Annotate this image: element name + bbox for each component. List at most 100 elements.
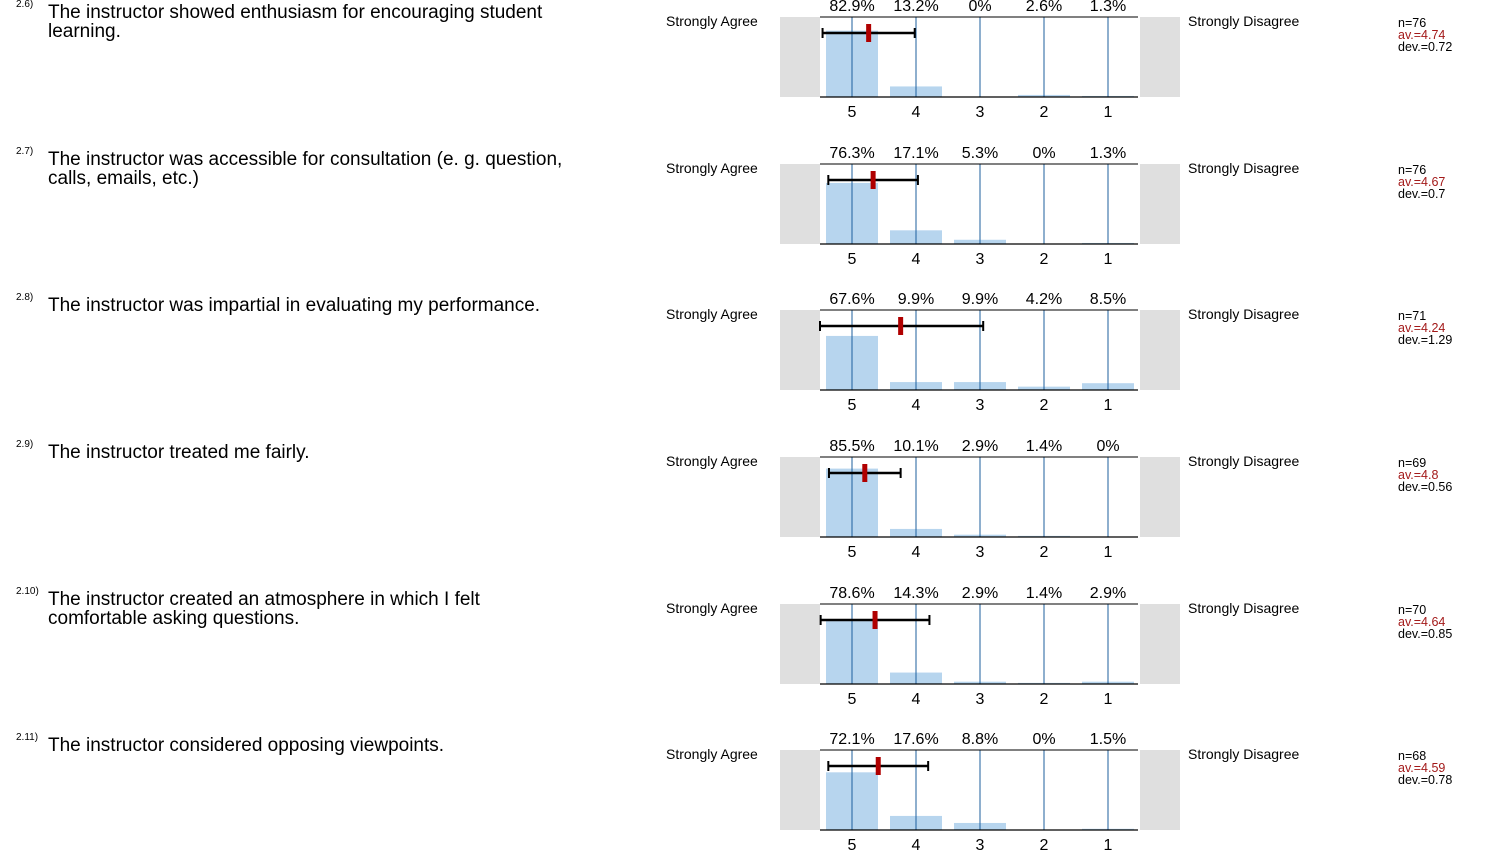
percent-label: 85.5% xyxy=(829,438,874,455)
percent-label: 2.9% xyxy=(962,585,998,602)
question-number: 2.9) xyxy=(16,439,34,450)
stat-deviation: dev.=0.85 xyxy=(1398,627,1453,641)
question-text: The instructor considered opposing viewp… xyxy=(48,735,445,756)
left-side-panel xyxy=(780,17,820,97)
stat-n: n=69 xyxy=(1398,456,1427,470)
stat-n: n=71 xyxy=(1398,309,1427,323)
tick-label-1: 1 xyxy=(1104,691,1113,708)
scale-right-label: Strongly Disagree xyxy=(1188,746,1300,762)
question-number: 2.7) xyxy=(16,146,34,157)
stat-average: av.=4.24 xyxy=(1398,321,1446,335)
distribution-chart: 78.6% 14.3% 2.9% 1.4% 2.9% 5 4 3 2 1 xyxy=(780,585,1180,708)
question-text: The instructor was impartial in evaluati… xyxy=(48,295,541,316)
scale-left-label: Strongly Agree xyxy=(666,13,758,29)
percent-label: 8.8% xyxy=(962,731,998,748)
stat-n: n=70 xyxy=(1398,603,1427,617)
scale-left-label: Strongly Agree xyxy=(666,600,758,616)
tick-label-4: 4 xyxy=(912,104,921,121)
stat-average: av.=4.59 xyxy=(1398,761,1446,775)
question-row: 2.6) The instructor showed enthusiasm for… xyxy=(0,0,1489,129)
scale-left-label: Strongly Agree xyxy=(666,160,758,176)
question-row: 2.10) The instructor created an atmospher… xyxy=(0,570,1489,716)
percent-label: 0% xyxy=(1032,145,1055,162)
stats-block: n=71 av.=4.24 dev.=1.29 xyxy=(1398,309,1453,347)
tick-label-4: 4 xyxy=(912,544,921,561)
stats-block: n=69 av.=4.8 dev.=0.56 xyxy=(1398,456,1452,494)
stat-n: n=76 xyxy=(1398,163,1427,177)
tick-label-5: 5 xyxy=(848,397,857,414)
stats-block: n=70 av.=4.64 dev.=0.85 xyxy=(1398,603,1453,641)
percent-label: 5.3% xyxy=(962,145,998,162)
right-side-panel xyxy=(1140,750,1180,830)
percent-label: 10.1% xyxy=(893,438,938,455)
percent-label: 0% xyxy=(968,0,991,15)
question-text: The instructor created an atmosphere in … xyxy=(48,589,480,629)
scale-left-label: Strongly Agree xyxy=(666,453,758,469)
tick-label-1: 1 xyxy=(1104,544,1113,561)
percent-label: 8.5% xyxy=(1090,291,1126,308)
tick-label-2: 2 xyxy=(1040,691,1049,708)
right-side-panel xyxy=(1140,310,1180,390)
tick-label-2: 2 xyxy=(1040,251,1049,268)
mean-marker xyxy=(870,171,876,189)
percent-label: 72.1% xyxy=(829,731,874,748)
right-side-panel xyxy=(1140,457,1180,537)
percent-label: 1.5% xyxy=(1090,731,1126,748)
scale-right-label: Strongly Disagree xyxy=(1188,600,1300,616)
scale-left-label: Strongly Agree xyxy=(666,306,758,322)
tick-label-5: 5 xyxy=(848,544,857,561)
mean-marker xyxy=(898,317,904,335)
tick-label-1: 1 xyxy=(1104,104,1113,121)
tick-label-5: 5 xyxy=(848,104,857,121)
mean-marker xyxy=(872,611,878,629)
tick-label-3: 3 xyxy=(976,544,985,561)
tick-label-5: 5 xyxy=(848,837,857,854)
percent-label: 4.2% xyxy=(1026,291,1062,308)
question-number: 2.8) xyxy=(16,292,34,303)
right-side-panel xyxy=(1140,17,1180,97)
question-row: 2.11) The instructor considered opposing … xyxy=(0,716,1489,862)
percent-label: 82.9% xyxy=(829,0,874,15)
question-row: 2.7) The instructor was accessible for co… xyxy=(0,130,1489,276)
percent-label: 76.3% xyxy=(829,145,874,162)
stats-block: n=76 av.=4.67 dev.=0.7 xyxy=(1398,163,1446,201)
scale-right-label: Strongly Disagree xyxy=(1188,453,1300,469)
percent-label: 67.6% xyxy=(829,291,874,308)
percent-label: 17.6% xyxy=(893,731,938,748)
question-number: 2.6) xyxy=(16,0,34,10)
percent-label: 0% xyxy=(1032,731,1055,748)
question-text: The instructor showed enthusiasm for enc… xyxy=(48,2,543,42)
percent-label: 9.9% xyxy=(898,291,934,308)
left-side-panel xyxy=(780,457,820,537)
tick-label-3: 3 xyxy=(976,691,985,708)
tick-label-4: 4 xyxy=(912,397,921,414)
stat-average: av.=4.64 xyxy=(1398,615,1446,629)
tick-label-4: 4 xyxy=(912,251,921,268)
tick-label-5: 5 xyxy=(848,691,857,708)
left-side-panel xyxy=(780,310,820,390)
question-row: 2.8) The instructor was impartial in eval… xyxy=(0,276,1489,422)
scale-right-label: Strongly Disagree xyxy=(1188,306,1300,322)
distribution-chart: 67.6% 9.9% 9.9% 4.2% 8.5% 5 4 3 2 1 xyxy=(780,291,1180,414)
tick-label-2: 2 xyxy=(1040,104,1049,121)
stat-deviation: dev.=0.7 xyxy=(1398,187,1446,201)
distribution-chart: 76.3% 17.1% 5.3% 0% 1.3% 5 4 3 2 1 xyxy=(780,145,1180,268)
stat-deviation: dev.=1.29 xyxy=(1398,333,1453,347)
scale-right-label: Strongly Disagree xyxy=(1188,13,1300,29)
left-side-panel xyxy=(780,750,820,830)
stat-n: n=76 xyxy=(1398,16,1427,30)
stat-average: av.=4.74 xyxy=(1398,28,1446,42)
percent-label: 13.2% xyxy=(893,0,938,15)
tick-label-3: 3 xyxy=(976,104,985,121)
percent-label: 1.4% xyxy=(1026,585,1062,602)
percent-label: 1.4% xyxy=(1026,438,1062,455)
tick-label-3: 3 xyxy=(976,837,985,854)
percent-label: 2.9% xyxy=(962,438,998,455)
stat-deviation: dev.=0.72 xyxy=(1398,40,1453,54)
percent-label: 0% xyxy=(1096,438,1119,455)
stat-deviation: dev.=0.78 xyxy=(1398,773,1453,787)
tick-label-3: 3 xyxy=(976,251,985,268)
stat-average: av.=4.67 xyxy=(1398,175,1446,189)
question-number: 2.11) xyxy=(16,732,39,743)
percent-label: 9.9% xyxy=(962,291,998,308)
